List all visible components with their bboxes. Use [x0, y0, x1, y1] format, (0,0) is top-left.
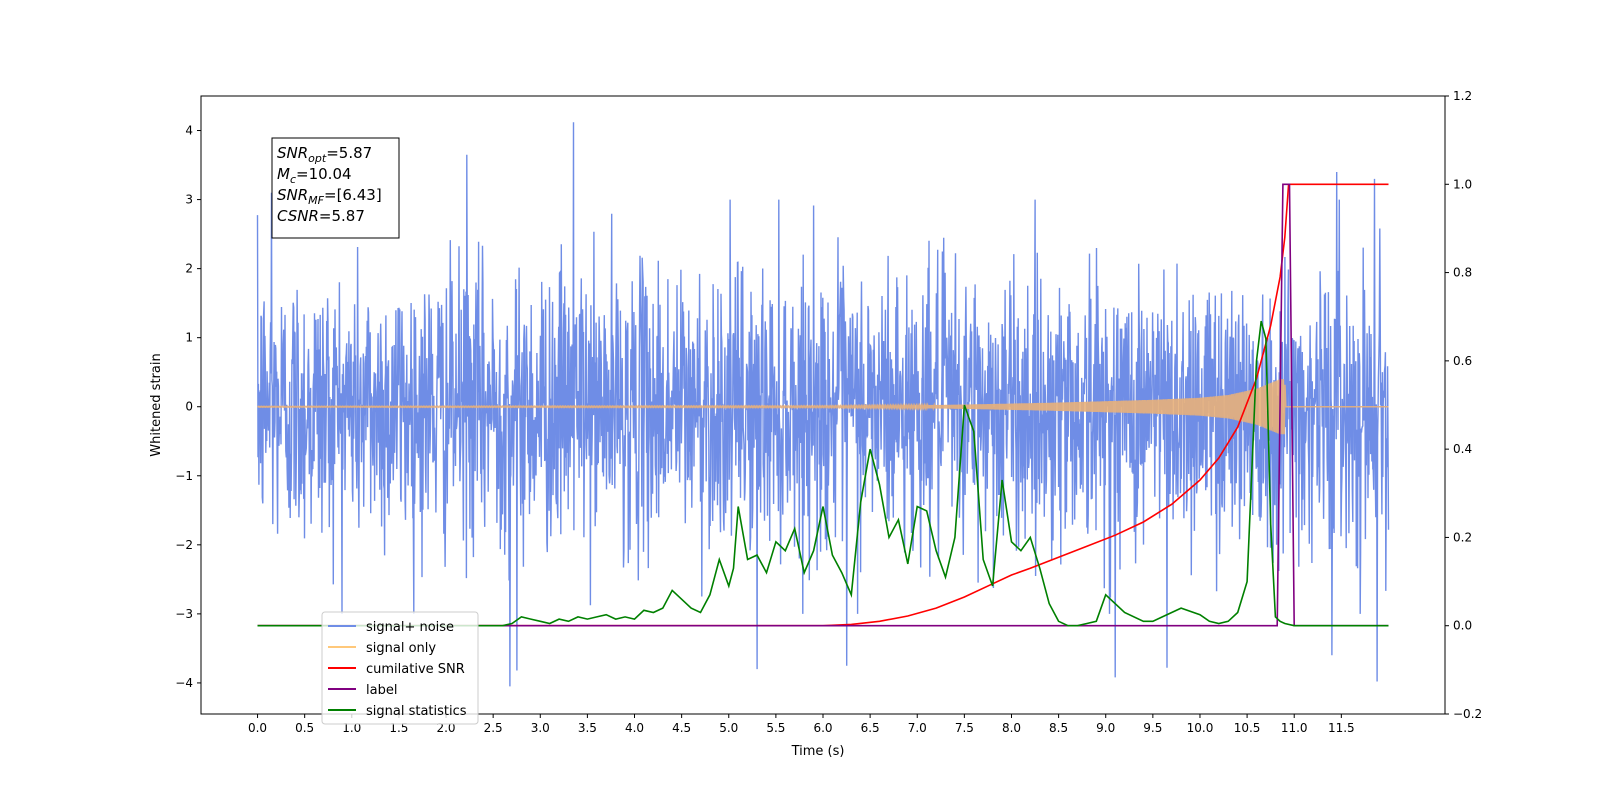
- x-tick-label: 4.0: [625, 721, 644, 735]
- x-axis-label: Time (s): [791, 744, 845, 759]
- x-tick-label: 8.5: [1049, 721, 1068, 735]
- y-tick-label: 0: [185, 400, 193, 414]
- x-tick-label: 5.0: [719, 721, 738, 735]
- annotation-line: CSNR=5.87: [277, 207, 365, 225]
- x-tick-label: 7.5: [955, 721, 974, 735]
- annotation-line: SNRopt=5.87: [277, 144, 372, 165]
- y-tick-label: 1: [185, 331, 193, 345]
- annotation-frame: [271, 137, 400, 239]
- y2-tick-label: 0.0: [1453, 619, 1472, 633]
- y-axis-label: Whitened strain: [149, 353, 164, 456]
- y2-tick-label: 0.4: [1453, 442, 1472, 456]
- series-signal-only: [257, 379, 1389, 435]
- y-tick-label: −2: [175, 538, 193, 552]
- legend-frame: [321, 611, 479, 725]
- x-tick-label: 10.0: [1187, 721, 1214, 735]
- x-tick-label: 7.0: [908, 721, 927, 735]
- annotation-line: Mc=10.04: [277, 165, 352, 186]
- x-tick-label: 8.0: [1002, 721, 1021, 735]
- y-tick-label: −3: [175, 607, 193, 621]
- annotation-line: SNRMF=[6.43]: [277, 186, 382, 207]
- legend-label: cumilative SNR: [366, 662, 465, 677]
- x-tick-label: 0.5: [295, 721, 314, 735]
- series-cumilative-snr: [257, 183, 1389, 627]
- legend-label: label: [366, 683, 397, 698]
- legend: signal+ noise signal only cumilative SNR la…: [321, 611, 479, 725]
- x-tick-label: 2.5: [484, 721, 503, 735]
- y2-tick-label: 0.8: [1453, 266, 1472, 280]
- y2-tick-label: 1.0: [1453, 177, 1472, 191]
- legend-label: signal statistics: [366, 704, 467, 719]
- y2-tick-label: 0.6: [1453, 354, 1472, 368]
- x-tick-label: 11.0: [1281, 721, 1308, 735]
- x-tick-label: 10.5: [1234, 721, 1261, 735]
- x-tick-label: 4.5: [672, 721, 691, 735]
- series-signal-statistics: [257, 320, 1389, 627]
- y2-tick-label: 1.2: [1453, 89, 1472, 103]
- x-tick-label: 3.5: [578, 721, 597, 735]
- y2-tick-label: −0.2: [1453, 707, 1482, 721]
- axes: 0.0 0.5 1.0 1.5 2.0 2.5 3.0 3.5 4.0 4.5 5.0 5.5 6.0 6…: [175, 89, 1482, 735]
- x-tick-label: 9.0: [1096, 721, 1115, 735]
- y-tick-label: 3: [185, 193, 193, 207]
- x-tick-label: 6.5: [861, 721, 880, 735]
- y-tick-label: −4: [175, 676, 193, 690]
- x-tick-label: 3.0: [531, 721, 550, 735]
- x-tick-label: 11.5: [1328, 721, 1355, 735]
- x-tick-label: 5.5: [766, 721, 785, 735]
- x-tick-label: 9.5: [1143, 721, 1162, 735]
- y-tick-label: 2: [185, 262, 193, 276]
- plot-clip-group: [256, 122, 1390, 687]
- legend-label: signal only: [366, 641, 436, 656]
- x-tick-label: 0.0: [248, 721, 267, 735]
- y-tick-label: 4: [185, 124, 193, 138]
- y2-tick-label: 0.2: [1453, 530, 1472, 544]
- y-tick-label: −1: [175, 469, 193, 483]
- x-tick-label: 6.0: [813, 721, 832, 735]
- plot-area: [256, 122, 1390, 687]
- legend-label: signal+ noise: [366, 620, 454, 635]
